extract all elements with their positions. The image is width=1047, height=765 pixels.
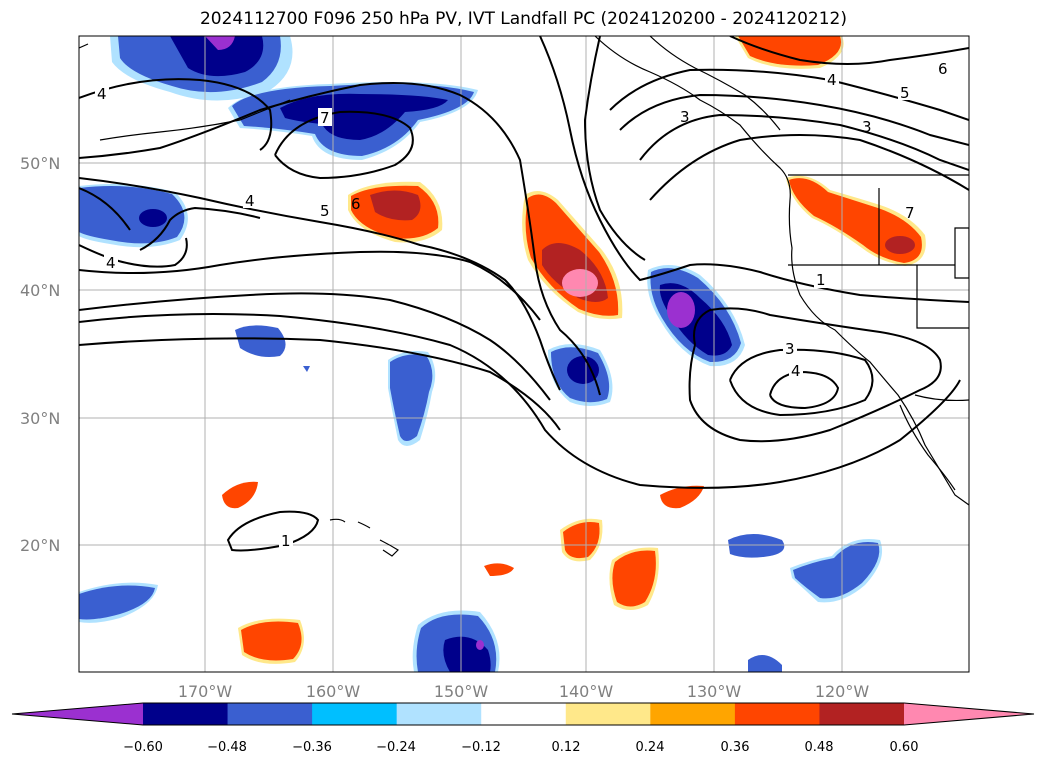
pv-contours (79, 36, 969, 552)
contour-label: 6 (351, 195, 361, 213)
pv-positive-region (241, 621, 302, 661)
lon-label: 120°W (815, 682, 870, 701)
colorbar-segment (227, 703, 313, 725)
colorbar-segment (396, 703, 482, 725)
contour-label: 3 (785, 340, 795, 358)
pv-positive-region (484, 563, 514, 576)
colorbar-tick-label: −0.48 (207, 740, 247, 755)
contour-label: 4 (106, 254, 116, 272)
coastlines (79, 36, 969, 557)
pv-positive-region (222, 481, 258, 509)
colorbar-tick-label: −0.24 (376, 740, 416, 755)
colorbar-segment (565, 703, 651, 725)
contour-label: 4 (245, 192, 255, 210)
pv-negative-region (79, 186, 185, 244)
contour-label: 1 (281, 532, 291, 550)
pv-negative-region (390, 354, 433, 441)
colorbar-tick-label: −0.36 (292, 740, 332, 755)
pv-negative-region (235, 325, 286, 357)
lon-label: 160°W (306, 682, 361, 701)
contour-label: 5 (900, 84, 910, 102)
lon-label: 170°W (178, 682, 233, 701)
colorbar-ticks: −0.60 −0.48 −0.36 −0.24 −0.12 0.12 0.24 … (123, 740, 918, 755)
pv-positive-region (612, 550, 656, 607)
colorbar (11, 702, 1035, 726)
lat-label: 50°N (20, 154, 60, 173)
contour-label: 6 (938, 60, 948, 78)
map-title: 2024112700 F096 250 hPa PV, IVT Landfall… (199, 9, 847, 29)
contour-label: 4 (97, 85, 107, 103)
colorbar-segment (650, 703, 736, 725)
lat-label: 30°N (20, 409, 60, 428)
contour-label: 4 (827, 71, 837, 89)
latitude-labels: 50°N 40°N 30°N 20°N (20, 154, 60, 555)
colorbar-tick-label: 0.48 (805, 740, 834, 755)
colorbar-tick-label: −0.60 (123, 740, 163, 755)
map-frame (78, 35, 970, 673)
pv-negative-region (728, 534, 785, 558)
colorbar-segment (734, 703, 820, 725)
contour-label: 7 (320, 109, 330, 127)
pv-negative-region (170, 36, 264, 77)
colorbar-segment (143, 703, 229, 725)
contour-label: 5 (320, 202, 330, 220)
colorbar-segment (481, 703, 567, 725)
lon-label: 140°W (559, 682, 614, 701)
colorbar-tick-label: 0.60 (890, 740, 919, 755)
contour-labels: 4 7 4 5 6 4 1 3 4 1 4 5 6 3 7 3 (95, 58, 950, 550)
colorbar-tick-label: 0.36 (721, 740, 750, 755)
colorbar-tick-label: 0.24 (636, 740, 665, 755)
lat-label: 40°N (20, 281, 60, 300)
lat-label: 20°N (20, 536, 60, 555)
pv-negative-region (748, 655, 782, 672)
pv-positive-region (660, 485, 704, 509)
contour-label: 7 (905, 204, 915, 222)
pv-positive-region (563, 522, 600, 559)
pv-negative-region (280, 93, 448, 140)
colorbar-extend-high (904, 703, 1034, 725)
colorbar-segment (312, 703, 398, 725)
longitude-labels: 170°W 160°W 150°W 140°W 130°W 120°W (178, 682, 870, 701)
contour-label: 3 (862, 118, 872, 136)
colorbar-outline (11, 702, 1035, 726)
lon-label: 130°W (687, 682, 742, 701)
contour-label: 3 (680, 108, 690, 126)
lon-label: 150°W (434, 682, 489, 701)
colorbar-tick-label: 0.12 (552, 740, 581, 755)
colorbar-extend-low (12, 703, 143, 725)
pv-negative-region (79, 585, 155, 620)
pv-negative-region (793, 542, 880, 599)
colorbar-segment (819, 703, 905, 725)
pv-positive-region (738, 36, 842, 66)
contour-label: 1 (816, 271, 826, 289)
contour-label: 4 (791, 362, 801, 380)
pv-shading (79, 36, 926, 672)
colorbar-tick-label: −0.12 (461, 740, 501, 755)
